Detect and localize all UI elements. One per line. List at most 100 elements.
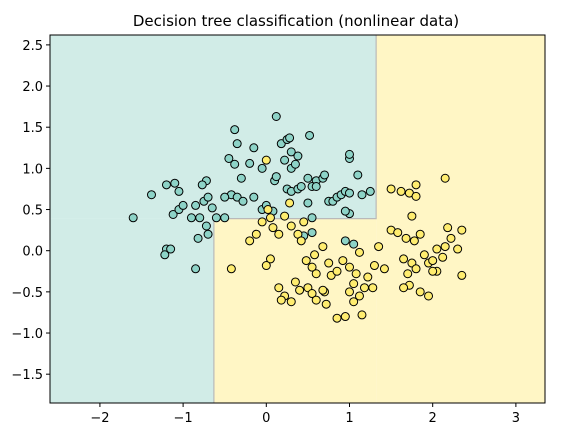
y-tick-label: 0.0 xyxy=(22,245,43,260)
data-point-class-0 xyxy=(220,213,230,223)
x-tick-label: −1 xyxy=(174,411,193,426)
decision-boundary-line xyxy=(213,35,377,403)
data-point-class-1 xyxy=(399,254,409,264)
x-tick-label: 2 xyxy=(429,411,437,426)
data-point-class-1 xyxy=(415,287,425,297)
data-point-class-0 xyxy=(340,206,350,216)
y-tick-label: 2.5 xyxy=(22,39,43,54)
data-point-class-0 xyxy=(170,178,180,188)
data-point-class-0 xyxy=(195,213,205,223)
data-point-class-0 xyxy=(305,130,315,140)
data-point-class-0 xyxy=(303,198,313,208)
data-point-class-1 xyxy=(338,256,348,266)
data-point-class-0 xyxy=(285,133,295,143)
decision-region-class-1 xyxy=(376,35,545,403)
data-point-class-0 xyxy=(249,143,259,153)
data-point-class-1 xyxy=(280,211,290,221)
data-point-class-1 xyxy=(396,186,406,196)
data-point-class-0 xyxy=(307,213,317,223)
data-point-class-0 xyxy=(191,200,201,210)
data-point-class-1 xyxy=(268,223,278,233)
data-point-class-1 xyxy=(349,297,359,307)
data-point-class-0 xyxy=(280,155,290,165)
data-point-class-1 xyxy=(265,254,275,264)
data-point-class-1 xyxy=(428,256,438,266)
data-point-class-1 xyxy=(374,242,384,252)
data-point-class-0 xyxy=(344,188,354,198)
data-point-class-0 xyxy=(161,180,171,190)
data-point-class-1 xyxy=(261,155,271,165)
data-point-class-0 xyxy=(257,163,267,173)
data-point-class-1 xyxy=(438,252,448,262)
data-point-class-0 xyxy=(211,213,221,223)
data-point-class-1 xyxy=(368,283,378,293)
data-point-class-0 xyxy=(311,181,321,191)
data-point-class-1 xyxy=(415,229,425,239)
data-point-class-0 xyxy=(203,229,213,239)
data-point-class-1 xyxy=(307,262,317,272)
data-point-class-0 xyxy=(232,139,242,149)
decision-boundaries xyxy=(213,35,377,403)
data-point-class-0 xyxy=(340,236,350,246)
data-point-class-0 xyxy=(146,190,156,200)
data-point-class-0 xyxy=(245,158,255,168)
data-point-class-1 xyxy=(443,223,453,233)
y-tick-label: 1.0 xyxy=(22,162,43,177)
data-point-class-0 xyxy=(128,213,138,223)
data-point-class-1 xyxy=(403,269,413,279)
data-point-class-0 xyxy=(293,151,303,161)
data-point-class-0 xyxy=(271,172,281,182)
data-point-class-1 xyxy=(411,191,421,201)
data-point-class-0 xyxy=(307,228,317,238)
data-point-class-0 xyxy=(160,250,170,260)
data-point-class-1 xyxy=(354,247,364,257)
data-point-class-1 xyxy=(226,264,236,274)
data-point-class-0 xyxy=(365,186,375,196)
data-point-class-1 xyxy=(261,261,271,271)
data-point-class-1 xyxy=(407,211,417,221)
data-point-class-1 xyxy=(440,242,450,252)
plot-frame xyxy=(49,34,546,404)
data-point-class-1 xyxy=(399,283,409,293)
data-point-class-0 xyxy=(201,221,211,231)
data-point-class-0 xyxy=(249,192,259,202)
data-point-class-1 xyxy=(344,287,354,297)
data-point-class-1 xyxy=(340,312,350,322)
data-point-class-1 xyxy=(257,217,267,227)
data-point-class-1 xyxy=(419,250,429,260)
data-point-class-0 xyxy=(193,233,203,243)
data-point-class-1 xyxy=(274,283,284,293)
data-point-class-1 xyxy=(393,228,403,238)
data-point-class-1 xyxy=(359,283,369,293)
data-point-class-1 xyxy=(332,313,342,323)
data-point-class-1 xyxy=(351,269,361,279)
data-point-class-1 xyxy=(354,291,364,301)
decision-regions xyxy=(50,35,545,403)
data-point-class-0 xyxy=(286,147,296,157)
data-point-class-0 xyxy=(207,203,217,213)
data-point-class-1 xyxy=(263,205,273,215)
data-point-class-1 xyxy=(286,297,296,307)
data-point-class-1 xyxy=(324,258,334,268)
data-point-class-0 xyxy=(191,264,201,274)
data-point-class-1 xyxy=(432,244,442,254)
data-point-class-1 xyxy=(386,184,396,194)
data-point-class-1 xyxy=(301,256,311,266)
data-point-class-1 xyxy=(457,270,467,280)
data-point-class-1 xyxy=(311,269,321,279)
scatter-points xyxy=(128,112,467,323)
x-tick-label: −2 xyxy=(90,411,109,426)
data-point-class-1 xyxy=(296,236,306,246)
data-point-class-0 xyxy=(296,181,306,191)
data-point-class-1 xyxy=(349,279,359,289)
decision-region-class-1 xyxy=(213,218,377,403)
data-point-class-0 xyxy=(203,192,213,202)
data-point-class-1 xyxy=(318,285,328,295)
data-point-class-0 xyxy=(186,213,196,223)
data-point-class-1 xyxy=(446,233,456,243)
data-point-class-1 xyxy=(245,236,255,246)
data-point-class-0 xyxy=(349,239,359,249)
data-point-class-1 xyxy=(363,272,373,282)
x-tick-label: 0 xyxy=(262,411,270,426)
